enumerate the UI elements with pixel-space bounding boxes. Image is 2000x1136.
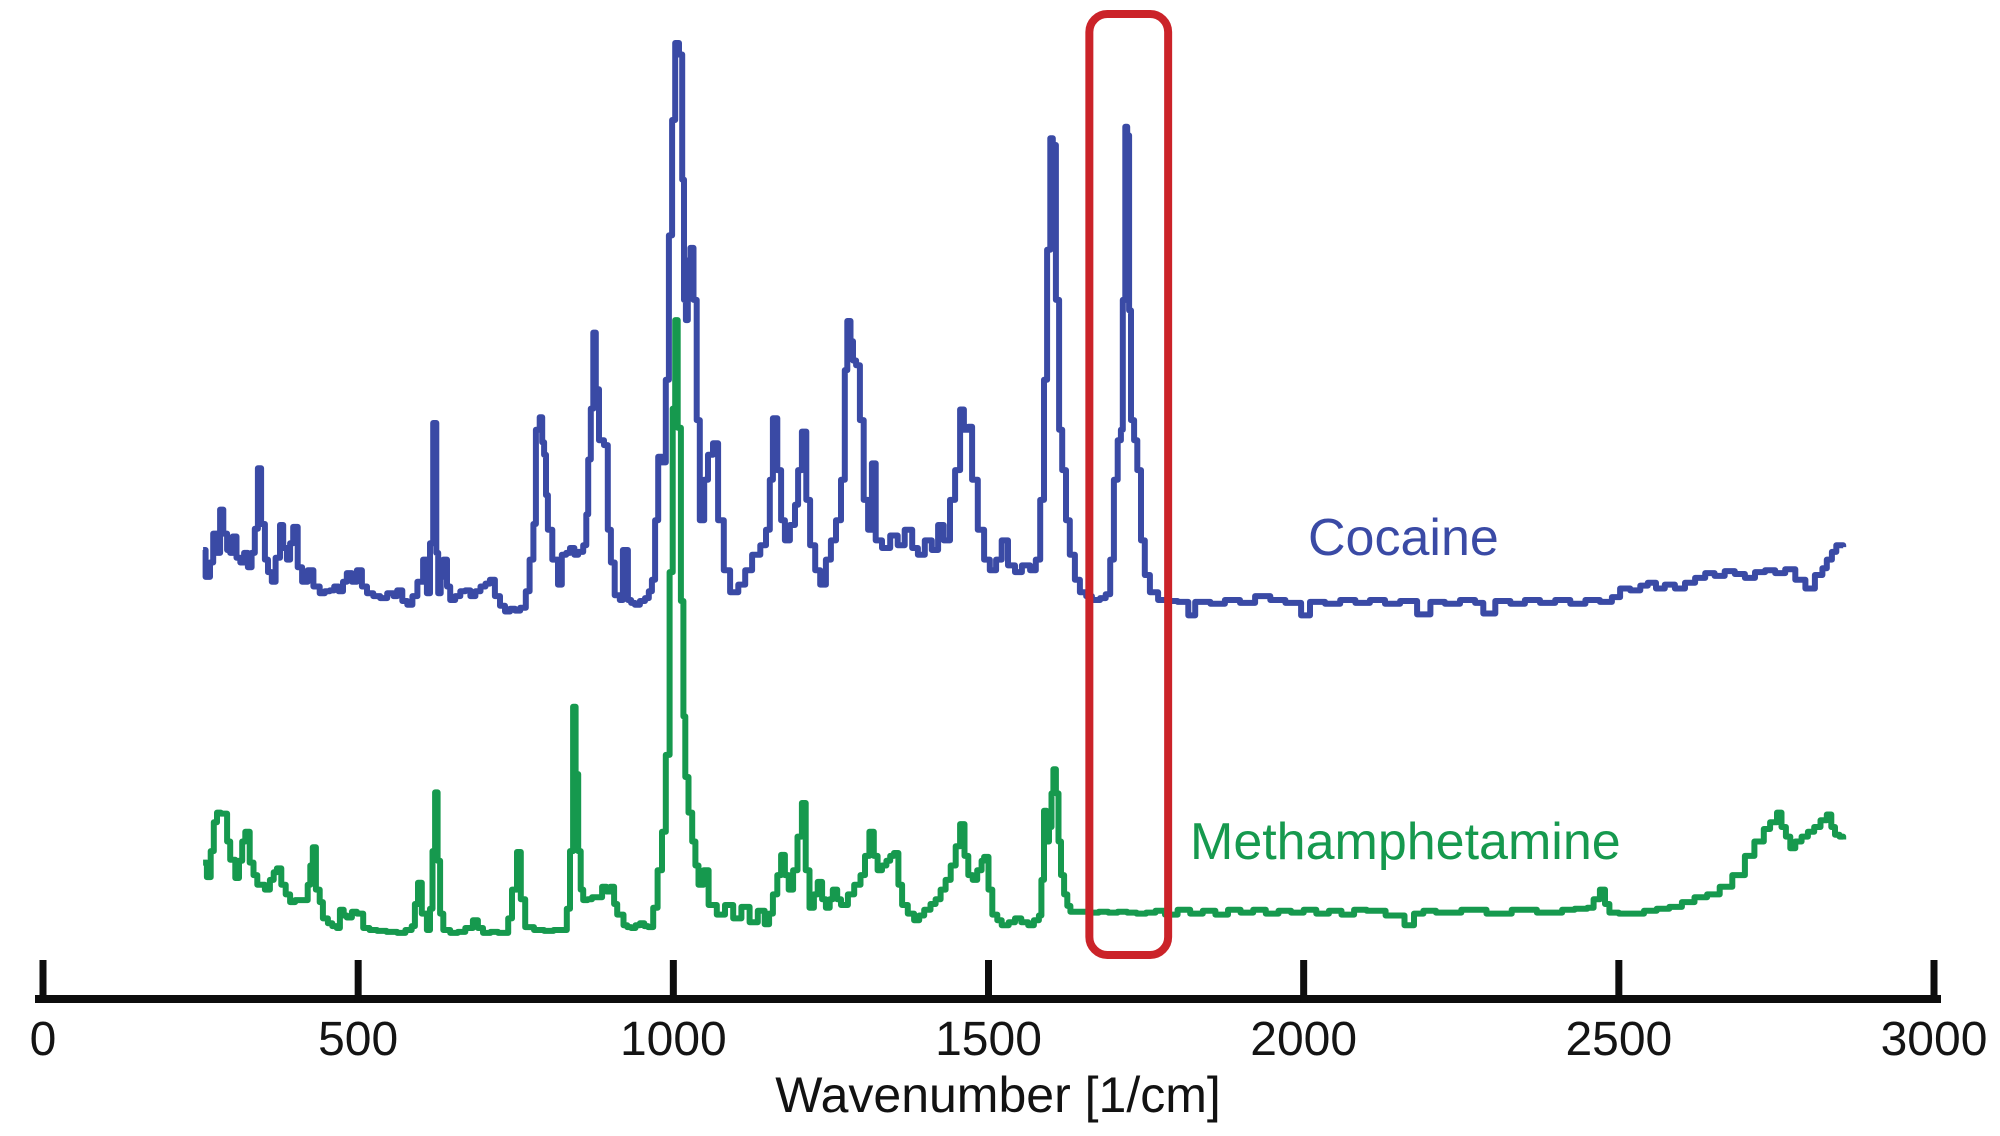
x-axis-tick bbox=[669, 960, 677, 1002]
methamphetamine-spectrum-line bbox=[203, 317, 1847, 936]
cocaine-spectrum-line bbox=[202, 40, 1847, 619]
x-tick-label: 3000 bbox=[1880, 1013, 1988, 1066]
x-axis-tick bbox=[39, 960, 47, 1002]
x-tick-label: 0 bbox=[29, 1013, 57, 1066]
x-tick-label: 2000 bbox=[1250, 1013, 1358, 1066]
series-label-methamphetamine: Methamphetamine bbox=[1190, 813, 1621, 871]
x-axis-tick bbox=[1615, 960, 1623, 1002]
x-axis-tick bbox=[1930, 960, 1938, 1002]
x-axis-tick bbox=[354, 960, 362, 1002]
x-tick-label: 1500 bbox=[935, 1013, 1042, 1066]
x-axis-title: Wavenumber [1/cm] bbox=[775, 1067, 1221, 1123]
series-label-cocaine: Cocaine bbox=[1308, 509, 1499, 567]
highlight-box bbox=[1085, 10, 1173, 959]
x-tick-label: 500 bbox=[318, 1013, 399, 1066]
x-tick-label: 2500 bbox=[1565, 1013, 1673, 1066]
x-axis-tick bbox=[985, 960, 992, 1002]
x-tick-label: 1000 bbox=[619, 1013, 727, 1066]
x-axis-tick bbox=[1300, 960, 1308, 1002]
